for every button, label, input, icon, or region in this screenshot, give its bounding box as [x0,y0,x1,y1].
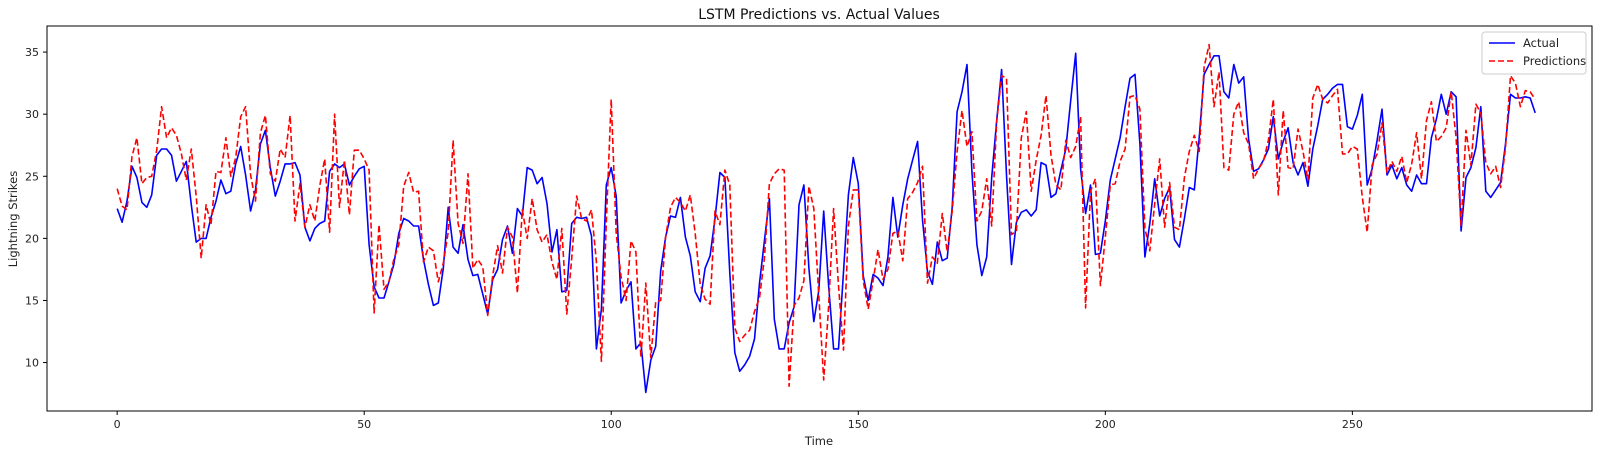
x-tick-label: 150 [848,418,869,431]
plot-lines [116,43,1536,394]
y-axis-label: Lightning Strikes [6,171,20,267]
y-tick-label: 30 [25,108,39,121]
y-tick-label: 10 [25,357,39,370]
y-tick-label: 25 [25,170,39,183]
chart-title: LSTM Predictions vs. Actual Values [698,7,940,23]
x-tick-label: 250 [1342,418,1363,431]
legend-label-actual: Actual [1523,36,1559,50]
x-tick-label: 0 [114,418,121,431]
series-line-predictions [116,43,1536,388]
y-axis: 10 15 20 25 30 35 [25,46,47,370]
x-tick-label: 200 [1095,418,1116,431]
plot-frame [46,25,1593,412]
legend: Actual Predictions [1481,31,1587,75]
y-tick-label: 20 [25,232,39,245]
legend-label-predictions: Predictions [1523,54,1586,68]
x-tick-label: 100 [601,418,622,431]
series-line-actual [116,52,1536,394]
y-tick-label: 15 [25,294,39,307]
y-tick-label: 35 [25,46,39,59]
x-tick-label: 50 [357,418,371,431]
x-axis: 0 50 100 150 200 250 [114,411,1363,431]
x-axis-label: Time [804,434,833,448]
